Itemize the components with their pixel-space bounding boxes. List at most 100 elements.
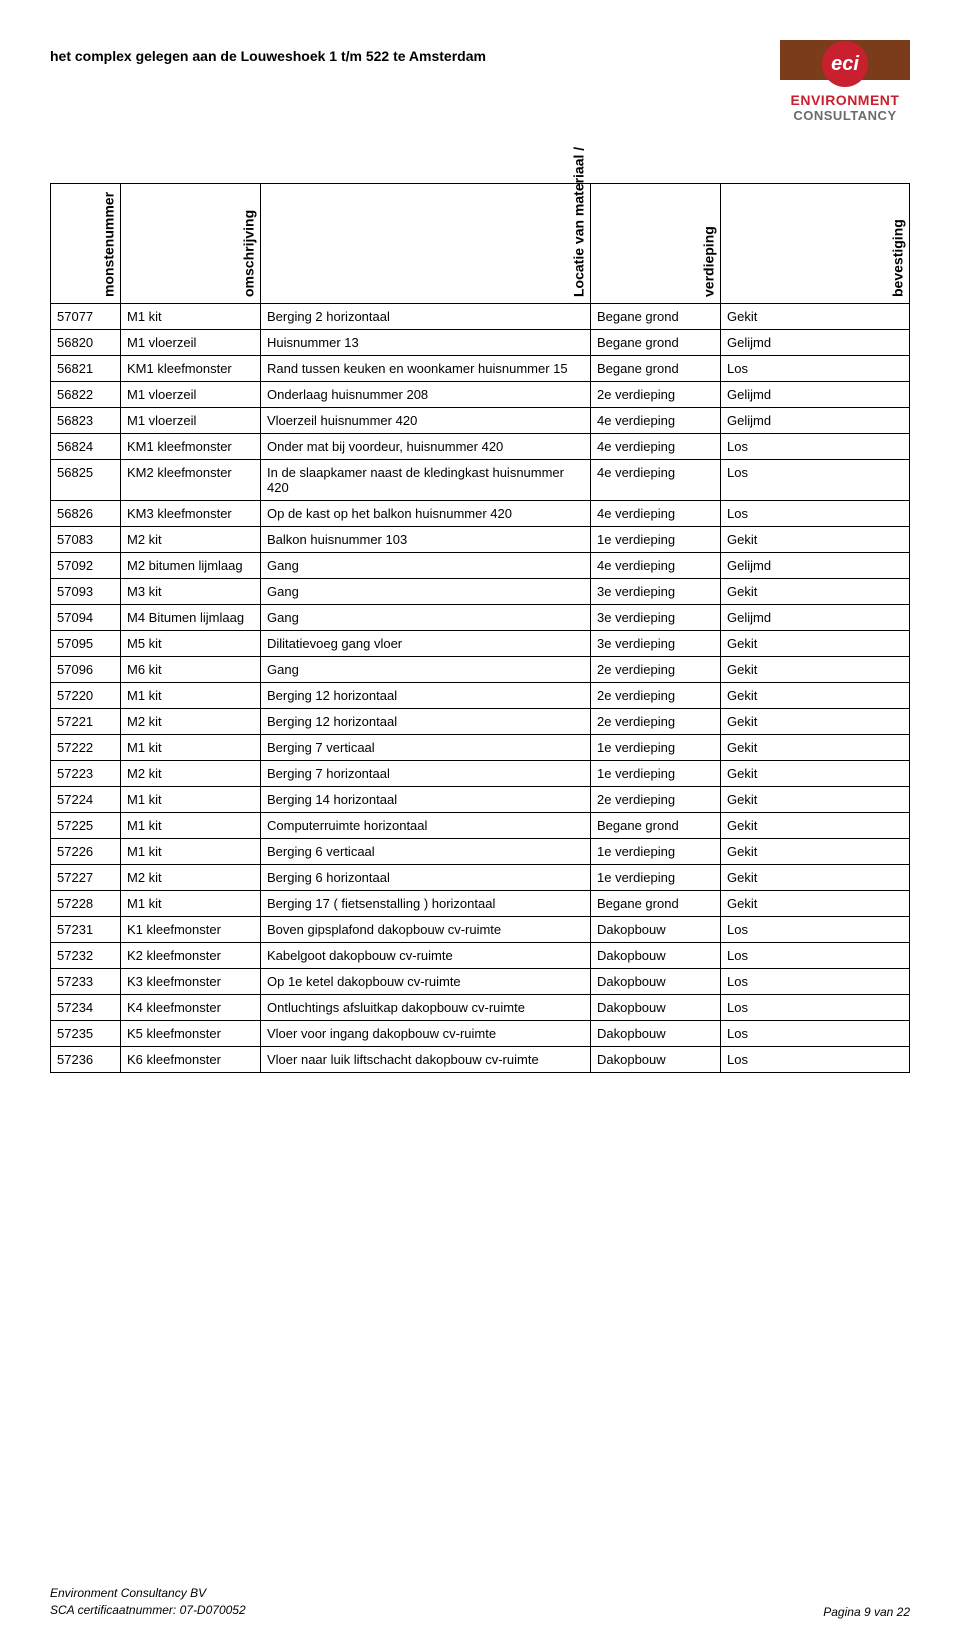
table-cell: 57225 [51, 813, 121, 839]
table-cell: Op de kast op het balkon huisnummer 420 [261, 501, 591, 527]
col-header-bevestiging: bevestiging [721, 184, 910, 304]
table-cell: In de slaapkamer naast de kledingkast hu… [261, 460, 591, 501]
col-header-locatie: Locatie van materiaal / [261, 184, 591, 304]
table-cell: 57227 [51, 865, 121, 891]
col-header-monstenummer: monstenummer [51, 184, 121, 304]
table-row: 57220M1 kitBerging 12 horizontaal2e verd… [51, 683, 910, 709]
table-cell: Op 1e ketel dakopbouw cv-ruimte [261, 969, 591, 995]
table-row: 57236K6 kleefmonsterVloer naar luik lift… [51, 1047, 910, 1073]
table-cell: Los [721, 917, 910, 943]
table-cell: M3 kit [121, 579, 261, 605]
header-row: het complex gelegen aan de Louweshoek 1 … [50, 40, 910, 123]
table-cell: 57228 [51, 891, 121, 917]
table-cell: M1 kit [121, 813, 261, 839]
table-cell: Gelijmd [721, 330, 910, 356]
table-cell: 57077 [51, 304, 121, 330]
table-row: 56820M1 vloerzeilHuisnummer 13Begane gro… [51, 330, 910, 356]
table-cell: K4 kleefmonster [121, 995, 261, 1021]
table-row: 57233K3 kleefmonsterOp 1e ketel dakopbou… [51, 969, 910, 995]
table-cell: Balkon huisnummer 103 [261, 527, 591, 553]
table-cell: Gekit [721, 579, 910, 605]
table-cell: Ontluchtings afsluitkap dakopbouw cv-rui… [261, 995, 591, 1021]
table-cell: Vloer voor ingang dakopbouw cv-ruimte [261, 1021, 591, 1047]
table-cell: Los [721, 501, 910, 527]
table-cell: 56822 [51, 382, 121, 408]
table-row: 56824KM1 kleefmonsterOnder mat bij voord… [51, 434, 910, 460]
table-cell: KM1 kleefmonster [121, 434, 261, 460]
table-cell: 2e verdieping [591, 709, 721, 735]
table-cell: M2 bitumen lijmlaag [121, 553, 261, 579]
table-head: monstenummer omschrijving Locatie van ma… [51, 184, 910, 304]
table-cell: Los [721, 969, 910, 995]
table-cell: K1 kleefmonster [121, 917, 261, 943]
table-cell: 57095 [51, 631, 121, 657]
table-row: 57225M1 kitComputerruimte horizontaalBeg… [51, 813, 910, 839]
table-cell: 57220 [51, 683, 121, 709]
logo-badge: eci [780, 40, 910, 80]
table-row: 56826KM3 kleefmonsterOp de kast op het b… [51, 501, 910, 527]
table-cell: Huisnummer 13 [261, 330, 591, 356]
logo-line2: CONSULTANCY [780, 108, 910, 123]
table-cell: 57226 [51, 839, 121, 865]
table-cell: Kabelgoot dakopbouw cv-ruimte [261, 943, 591, 969]
table-cell: 56824 [51, 434, 121, 460]
table-cell: 4e verdieping [591, 501, 721, 527]
table-cell: KM2 kleefmonster [121, 460, 261, 501]
page-container: het complex gelegen aan de Louweshoek 1 … [0, 0, 960, 1647]
table-cell: Rand tussen keuken en woonkamer huisnumm… [261, 356, 591, 382]
table-cell: 2e verdieping [591, 657, 721, 683]
table-row: 57093M3 kitGang3e verdiepingGekit [51, 579, 910, 605]
table-cell: Gang [261, 553, 591, 579]
table-cell: 57093 [51, 579, 121, 605]
table-row: 56825KM2 kleefmonsterIn de slaapkamer na… [51, 460, 910, 501]
table-cell: M2 kit [121, 761, 261, 787]
table-cell: Dilitatievoeg gang vloer [261, 631, 591, 657]
col-header-omschrijving: omschrijving [121, 184, 261, 304]
table-cell: M1 kit [121, 304, 261, 330]
table-row: 57224M1 kitBerging 14 horizontaal2e verd… [51, 787, 910, 813]
table-cell: 4e verdieping [591, 460, 721, 501]
table-cell: Vloer naar luik liftschacht dakopbouw cv… [261, 1047, 591, 1073]
table-row: 57094M4 Bitumen lijmlaagGang3e verdiepin… [51, 605, 910, 631]
table-body: 57077M1 kitBerging 2 horizontaalBegane g… [51, 304, 910, 1073]
table-cell: M5 kit [121, 631, 261, 657]
table-cell: 57236 [51, 1047, 121, 1073]
table-cell: 56823 [51, 408, 121, 434]
table-cell: M1 kit [121, 683, 261, 709]
table-row: 56821KM1 kleefmonsterRand tussen keuken … [51, 356, 910, 382]
table-row: 57222M1 kitBerging 7 verticaal1e verdiep… [51, 735, 910, 761]
footer-page: Pagina 9 van 22 [823, 1605, 910, 1619]
table-cell: 3e verdieping [591, 605, 721, 631]
table-cell: 2e verdieping [591, 683, 721, 709]
table-cell: 57094 [51, 605, 121, 631]
table-cell: Gekit [721, 891, 910, 917]
table-cell: Los [721, 434, 910, 460]
table-cell: Los [721, 1021, 910, 1047]
table-cell: Begane grond [591, 813, 721, 839]
table-cell: M1 vloerzeil [121, 408, 261, 434]
table-row: 57231K1 kleefmonsterBoven gipsplafond da… [51, 917, 910, 943]
table-cell: Dakopbouw [591, 917, 721, 943]
table-cell: KM1 kleefmonster [121, 356, 261, 382]
table-cell: Los [721, 356, 910, 382]
table-row: 57083M2 kitBalkon huisnummer 1031e verdi… [51, 527, 910, 553]
table-cell: Onder mat bij voordeur, huisnummer 420 [261, 434, 591, 460]
table-row: 57096M6 kitGang2e verdiepingGekit [51, 657, 910, 683]
table-cell: 57083 [51, 527, 121, 553]
table-cell: Gekit [721, 709, 910, 735]
table-cell: 4e verdieping [591, 553, 721, 579]
table-cell: 3e verdieping [591, 579, 721, 605]
table-cell: 1e verdieping [591, 735, 721, 761]
table-cell: M1 kit [121, 839, 261, 865]
table-cell: Berging 12 horizontaal [261, 683, 591, 709]
table-cell: 57222 [51, 735, 121, 761]
table-cell: Begane grond [591, 304, 721, 330]
table-cell: Vloerzeil huisnummer 420 [261, 408, 591, 434]
table-cell: Berging 2 horizontaal [261, 304, 591, 330]
table-cell: M2 kit [121, 709, 261, 735]
table-cell: Dakopbouw [591, 969, 721, 995]
table-cell: M1 kit [121, 787, 261, 813]
table-cell: Gekit [721, 657, 910, 683]
table-cell: Gekit [721, 865, 910, 891]
table-cell: Berging 6 verticaal [261, 839, 591, 865]
